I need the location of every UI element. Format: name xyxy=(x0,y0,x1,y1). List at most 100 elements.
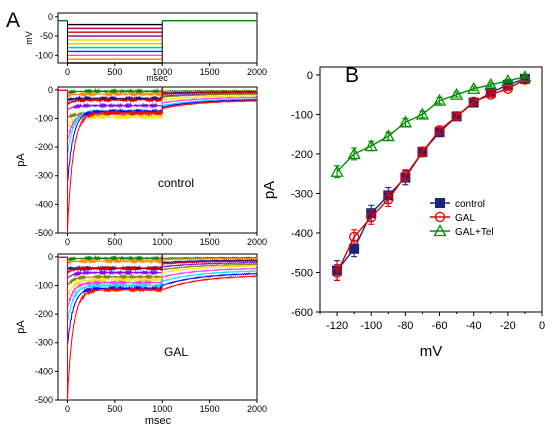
y-tick-label: -100 xyxy=(35,50,53,60)
y-tick-label: -500 xyxy=(35,228,53,238)
current-trace xyxy=(58,89,258,184)
current-trace xyxy=(58,256,257,287)
panel-label-b: B xyxy=(345,64,359,87)
data-marker-circle xyxy=(383,194,394,205)
legend-label: GAL xyxy=(455,213,475,224)
x-tick-label: 1500 xyxy=(200,237,220,247)
data-marker-circle xyxy=(502,83,513,94)
data-marker-circle xyxy=(485,89,496,100)
y-tick-label: -100 xyxy=(35,280,53,290)
x-tick-label: 500 xyxy=(107,67,122,77)
protocol-x-axis-label: msec xyxy=(146,73,168,83)
y-tick-label: -200 xyxy=(291,149,313,161)
y-tick-label: -200 xyxy=(35,309,53,319)
gal-x-ticks: 0 500 1000 1500 2000 xyxy=(65,400,267,414)
y-tick-label: -50 xyxy=(40,31,53,41)
control-condition-label: control xyxy=(158,176,194,190)
y-tick-label: -300 xyxy=(291,188,313,200)
series-gal xyxy=(331,74,531,281)
y-tick-label: -100 xyxy=(35,113,53,123)
y-tick-label: -600 xyxy=(291,307,313,319)
x-tick-label: 1000 xyxy=(152,404,172,414)
y-tick-label: -300 xyxy=(35,338,53,348)
y-tick-label: -500 xyxy=(291,267,313,279)
data-marker-square xyxy=(349,243,360,254)
data-marker-triangle xyxy=(347,147,361,160)
control-y-ticks: 0 -100 -200 -300 -400 -500 xyxy=(35,85,58,238)
current-trace xyxy=(58,256,258,400)
y-tick-label: 0 xyxy=(307,70,313,82)
current-trace xyxy=(58,256,258,265)
x-tick-label: 0 xyxy=(65,67,70,77)
series-line xyxy=(336,76,526,173)
current-trace xyxy=(58,256,258,280)
iv-frame xyxy=(319,66,543,313)
x-tick-label: 1500 xyxy=(200,67,220,77)
x-tick-label: -40 xyxy=(466,320,482,332)
control-x-ticks: 0 500 1000 1500 2000 xyxy=(65,233,267,247)
x-tick-label: -80 xyxy=(397,320,413,332)
x-tick-label: 0 xyxy=(65,404,70,414)
y-tick-label: 0 xyxy=(48,85,53,95)
y-tick-label: -400 xyxy=(35,366,53,376)
data-marker-triangle xyxy=(450,87,464,100)
data-marker-circle xyxy=(468,96,479,107)
gal-frame xyxy=(57,253,258,401)
current-trace xyxy=(58,256,258,299)
data-marker-triangle xyxy=(433,224,447,237)
y-tick-label: -100 xyxy=(291,109,313,121)
data-marker-circle xyxy=(451,111,462,122)
series-line xyxy=(336,78,526,273)
y-tick-label: -500 xyxy=(35,395,53,405)
data-marker-circle xyxy=(434,125,445,136)
current-trace xyxy=(58,256,258,345)
y-tick-label: -200 xyxy=(35,142,53,152)
data-marker-circle xyxy=(417,146,428,158)
x-tick-label: -60 xyxy=(432,320,448,332)
current-trace xyxy=(58,256,258,274)
data-marker-triangle xyxy=(398,115,412,128)
x-tick-label: -100 xyxy=(360,320,382,332)
current-trace xyxy=(58,89,258,129)
series-control xyxy=(332,73,530,281)
x-tick-label: 2000 xyxy=(247,67,267,77)
x-tick-label: -120 xyxy=(326,320,348,332)
iv-x-axis-label: mV xyxy=(420,343,443,360)
data-marker-triangle xyxy=(467,81,481,94)
data-marker-circle xyxy=(400,170,411,181)
x-tick-label: 0 xyxy=(539,320,545,332)
gal-x-axis-label: msec xyxy=(145,415,172,427)
protocol-y-ticks: 0 -50 -100 xyxy=(35,12,58,60)
current-trace xyxy=(58,89,258,98)
current-trace xyxy=(58,256,258,309)
iv-y-ticks: 0 -100 -200 -300 -400 -500 -600 xyxy=(291,70,320,319)
protocol-steps xyxy=(58,19,257,64)
iv-series xyxy=(330,70,532,281)
control-frame xyxy=(57,86,258,234)
protocol-x-ticks: 0 500 1000 1500 2000 xyxy=(65,63,267,77)
data-marker-triangle xyxy=(484,77,498,90)
gal-plot: 0 -100 -200 -300 -400 -500 0 500 1000 1500 2000 p… xyxy=(15,252,267,427)
panel-label-a: A xyxy=(6,9,20,32)
control-plot: 0 -100 -200 -300 -400 -500 0 500 1000 1500 2000 p… xyxy=(15,85,267,247)
x-tick-label: 500 xyxy=(107,237,122,247)
iv-plot: 0 -100 -200 -300 -40 0 -500 -600 -120 -100 -80 -60… xyxy=(261,66,545,360)
gal-traces xyxy=(58,254,258,400)
data-marker-triangle xyxy=(330,164,344,177)
data-marker-triangle xyxy=(415,107,430,120)
protocol-plot: 0 -50 -100 0 500 1000 1500 2000 mV msec xyxy=(24,12,267,83)
legend-label: GAL+Tel xyxy=(455,227,494,238)
data-marker-circle xyxy=(349,231,360,243)
series-gal-tel xyxy=(330,70,532,179)
gal-y-ticks: 0 -100 -200 -300 -400 -500 xyxy=(35,252,58,405)
legend-label: control xyxy=(455,199,485,210)
data-marker-circle xyxy=(366,212,377,223)
data-marker-circle xyxy=(434,211,446,223)
x-tick-label: 1000 xyxy=(152,67,172,77)
current-trace xyxy=(58,256,257,322)
data-marker-triangle xyxy=(518,70,532,83)
protocol-y-axis-label: mV xyxy=(24,31,34,45)
x-tick-label: 0 xyxy=(65,237,70,247)
data-marker-square xyxy=(435,198,445,208)
current-trace xyxy=(58,89,258,106)
